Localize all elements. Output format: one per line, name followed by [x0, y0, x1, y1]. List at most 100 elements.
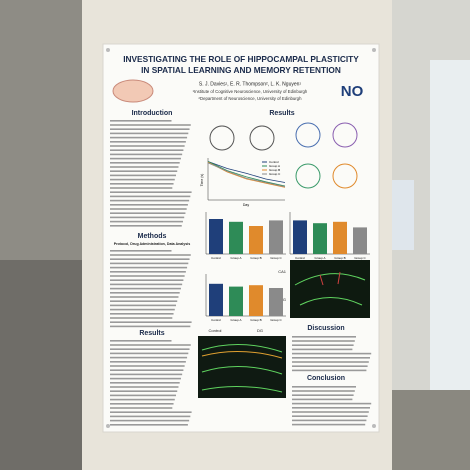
bar [293, 220, 307, 254]
text-line [292, 357, 370, 359]
text-line [110, 120, 172, 122]
x-tick-label: Group C [270, 256, 282, 260]
text-line [110, 157, 181, 160]
authors: S. J. Davies¹, E. R. Thompson², L. K. Ng… [199, 81, 302, 87]
text-line [110, 178, 175, 181]
legend-label: Control [269, 160, 279, 164]
text-line [110, 145, 185, 147]
text-line [110, 162, 180, 164]
text-line [110, 419, 190, 422]
text-line [110, 340, 172, 342]
text-line [110, 266, 188, 269]
text-line [110, 191, 192, 193]
text-line [292, 411, 369, 413]
text-line [110, 344, 191, 346]
text-line [292, 419, 367, 422]
methods-subtitle: Protocol, Drug Administration, Data Anal… [114, 242, 191, 246]
text-line [110, 424, 188, 426]
x-tick-label: Control [295, 256, 305, 260]
pin [372, 424, 376, 428]
text-line [292, 415, 368, 417]
legend-label: Group B [269, 168, 280, 172]
text-line [110, 124, 191, 126]
text-line [110, 174, 177, 177]
text-line [110, 308, 175, 311]
line-series [207, 161, 286, 187]
text-line [292, 398, 353, 401]
text-line [110, 296, 179, 298]
section-heading: Introduction [132, 110, 173, 117]
maze-diagram [332, 122, 358, 148]
text-line [110, 220, 183, 223]
image-label: DG [257, 328, 263, 333]
window [430, 60, 470, 390]
bar [353, 227, 367, 254]
legend-label: Group A [269, 164, 280, 168]
x-tick-label: Group B [250, 318, 261, 322]
text-line [110, 271, 186, 273]
floor [0, 260, 85, 470]
maze-diagram [209, 125, 235, 151]
maze-diagram [249, 125, 275, 151]
x-tick-label: Group A [230, 256, 241, 260]
text-line [292, 390, 355, 392]
bar [269, 220, 283, 254]
text-line [110, 411, 192, 413]
bar [269, 288, 283, 316]
affiliation: ¹Institute of Cognitive Neuroscience, Un… [193, 89, 308, 94]
bar [209, 283, 223, 316]
bar [249, 226, 263, 254]
text-line [110, 382, 180, 384]
text-line [110, 216, 185, 219]
text-line [292, 407, 370, 409]
text-line [110, 369, 184, 371]
microscopy-image [290, 260, 370, 318]
x-axis-label: Day [243, 203, 249, 207]
section-heading: Methods [138, 233, 167, 240]
stain [294, 273, 366, 306]
text-line [110, 250, 172, 252]
text-line [110, 225, 182, 227]
section-heading: Results [139, 330, 164, 337]
text-line [110, 170, 178, 172]
stain [201, 351, 283, 359]
text-line [292, 386, 356, 388]
text-line [110, 208, 187, 210]
maze-diagram [332, 163, 358, 189]
text-line [292, 352, 372, 355]
x-tick-label: Control [211, 318, 221, 322]
text-line [292, 394, 354, 396]
bar [209, 219, 223, 254]
text-line [110, 187, 173, 189]
x-tick-label: Control [211, 256, 221, 260]
text-line [110, 212, 186, 214]
bar [313, 223, 327, 254]
section-heading: Results [269, 110, 294, 117]
text-line [292, 423, 366, 426]
affiliation: ²Department of Neuroscience, University … [199, 96, 303, 101]
text-line [110, 394, 177, 397]
text-line [110, 254, 191, 256]
stain [201, 344, 283, 393]
text-line [110, 132, 189, 135]
line-series [207, 161, 286, 183]
text-line [110, 415, 191, 418]
text-line [110, 304, 177, 307]
wall-sign [392, 180, 414, 250]
text-line [110, 283, 183, 286]
text-line [110, 183, 174, 185]
text-line [110, 275, 185, 277]
text-line [110, 407, 173, 409]
bar [249, 285, 263, 316]
legend-label: Group C [269, 172, 281, 176]
text-line [110, 352, 189, 355]
text-line [110, 321, 192, 323]
text-line [110, 204, 188, 206]
text-line [292, 336, 356, 338]
section-heading: Discussion [307, 325, 344, 332]
title-line: IN SPATIAL LEARNING AND MEMORY RETENTION [141, 65, 341, 75]
x-tick-label: Group B [334, 256, 345, 260]
x-tick-label: Group A [230, 318, 241, 322]
